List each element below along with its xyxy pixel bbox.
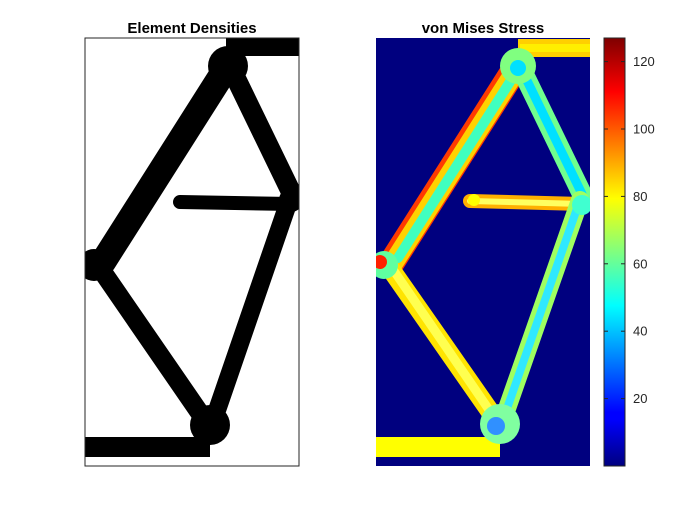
stress-member-upper-right — [513, 57, 587, 199]
density-left-node — [85, 249, 110, 281]
stress-panel: von Mises Stress — [376, 20, 590, 466]
stress-top-bar-core — [520, 44, 590, 52]
density-member-right-diagonal — [204, 189, 299, 431]
density-title: Element Densities — [127, 20, 256, 37]
colorbar-tick-label: 120 — [633, 54, 655, 69]
density-member-cross — [173, 195, 299, 211]
stress-top-node-core — [510, 60, 526, 76]
density-top-bar — [226, 38, 299, 56]
stress-member-lower-left — [387, 263, 501, 425]
stress-right-node — [572, 195, 590, 215]
colorbar: 20 40 60 80 100 120 — [603, 37, 655, 467]
density-panel: Element Densities — [84, 20, 300, 467]
colorbar-gradient — [603, 37, 626, 467]
stress-member-right-diagonal — [499, 196, 584, 424]
stress-bottom-bar — [376, 437, 500, 457]
stress-left-node-core — [376, 255, 387, 269]
colorbar-tick-label: 20 — [633, 391, 647, 406]
density-right-node — [279, 188, 299, 212]
density-structure — [85, 38, 299, 457]
density-member-upper-right — [218, 52, 299, 204]
density-top-node — [208, 46, 248, 86]
density-member-upper-left — [90, 49, 243, 275]
colorbar-tick-label: 60 — [633, 256, 647, 271]
stress-structure — [376, 39, 590, 457]
stress-member-upper-left-core — [393, 61, 525, 263]
stress-cross-left-node — [468, 194, 480, 206]
stress-bottom-node-core — [487, 417, 505, 435]
density-bottom-bar — [85, 437, 210, 457]
colorbar-tick-label: 80 — [633, 189, 647, 204]
colorbar-tick-label: 40 — [633, 324, 647, 339]
density-member-lower-left — [90, 258, 216, 432]
density-axes-box — [84, 37, 300, 467]
colorbar-ticks: 20 40 60 80 100 120 — [604, 54, 655, 406]
stress-member-cross — [467, 198, 585, 207]
density-bottom-node — [190, 405, 230, 445]
stress-title: von Mises Stress — [422, 20, 545, 37]
colorbar-tick-label: 100 — [633, 121, 655, 136]
